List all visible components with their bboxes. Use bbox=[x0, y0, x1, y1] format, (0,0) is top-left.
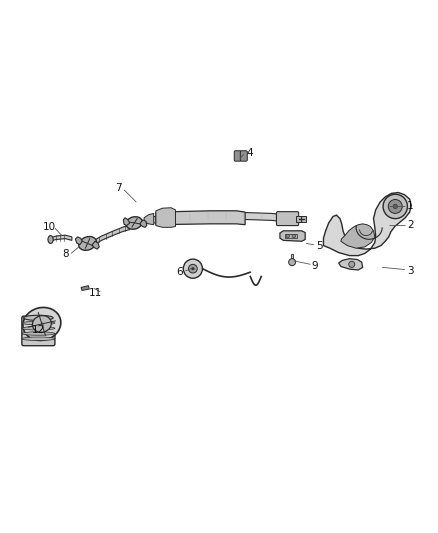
Polygon shape bbox=[145, 213, 297, 224]
Polygon shape bbox=[123, 218, 130, 225]
Polygon shape bbox=[341, 224, 375, 248]
Ellipse shape bbox=[79, 237, 96, 251]
FancyBboxPatch shape bbox=[234, 151, 241, 161]
Text: 3: 3 bbox=[407, 266, 414, 276]
FancyBboxPatch shape bbox=[22, 316, 55, 346]
Polygon shape bbox=[280, 231, 305, 241]
Circle shape bbox=[289, 259, 296, 265]
Polygon shape bbox=[285, 234, 297, 238]
Text: 11: 11 bbox=[88, 288, 102, 297]
Text: 10: 10 bbox=[42, 222, 56, 232]
Polygon shape bbox=[339, 259, 363, 270]
Polygon shape bbox=[140, 220, 147, 228]
Circle shape bbox=[191, 268, 194, 270]
Text: 5: 5 bbox=[316, 240, 322, 251]
Bar bbox=[291, 254, 293, 262]
Polygon shape bbox=[156, 211, 245, 225]
Polygon shape bbox=[156, 208, 176, 228]
Ellipse shape bbox=[48, 236, 53, 244]
Polygon shape bbox=[81, 286, 89, 290]
Circle shape bbox=[393, 204, 397, 208]
Ellipse shape bbox=[126, 217, 142, 229]
FancyBboxPatch shape bbox=[276, 212, 299, 225]
Ellipse shape bbox=[22, 332, 55, 335]
Text: 8: 8 bbox=[63, 249, 69, 260]
Circle shape bbox=[188, 264, 197, 273]
Polygon shape bbox=[323, 192, 411, 256]
Circle shape bbox=[349, 261, 355, 268]
Circle shape bbox=[383, 194, 407, 219]
Polygon shape bbox=[93, 225, 130, 246]
Ellipse shape bbox=[32, 316, 51, 332]
Circle shape bbox=[184, 259, 202, 278]
Polygon shape bbox=[92, 241, 99, 249]
Ellipse shape bbox=[22, 327, 55, 330]
Text: 1: 1 bbox=[407, 200, 414, 211]
Ellipse shape bbox=[22, 337, 55, 341]
Text: 2: 2 bbox=[407, 220, 414, 230]
Ellipse shape bbox=[24, 315, 53, 320]
Text: 9: 9 bbox=[311, 261, 318, 271]
Circle shape bbox=[292, 235, 296, 238]
Circle shape bbox=[389, 199, 402, 213]
FancyBboxPatch shape bbox=[240, 151, 247, 161]
Ellipse shape bbox=[23, 308, 61, 341]
Text: 6: 6 bbox=[177, 266, 183, 277]
Polygon shape bbox=[144, 213, 154, 225]
Text: 7: 7 bbox=[116, 183, 122, 193]
Polygon shape bbox=[75, 237, 82, 245]
Circle shape bbox=[286, 235, 290, 238]
Ellipse shape bbox=[22, 321, 55, 325]
Bar bbox=[297, 216, 306, 222]
Polygon shape bbox=[50, 235, 72, 241]
Text: 4: 4 bbox=[246, 148, 253, 158]
Text: 12: 12 bbox=[32, 325, 45, 335]
